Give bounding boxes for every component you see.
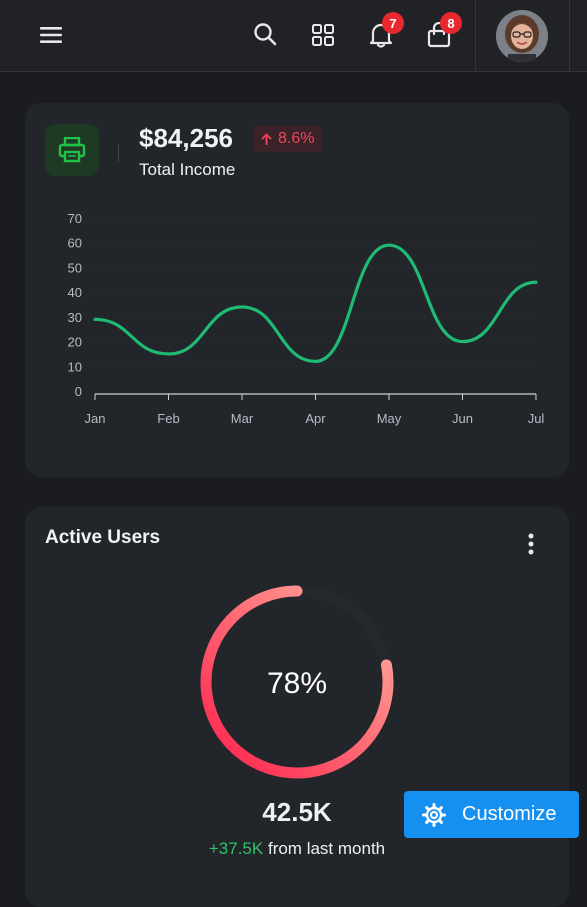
y-tick-label: 30 <box>68 310 82 325</box>
y-tick-label: 20 <box>68 335 82 350</box>
income-label: Total Income <box>139 160 236 179</box>
active-users-delta: +37.5K <box>208 839 264 858</box>
hamburger-icon <box>40 27 62 43</box>
cart-badge: 8 <box>440 12 462 34</box>
apps-button[interactable] <box>308 20 338 50</box>
active-users-delta-suffix: from last month <box>267 839 386 858</box>
y-tick-label: 60 <box>68 236 82 251</box>
x-tick-label: Jul <box>528 411 545 426</box>
x-tick-label: Apr <box>305 411 326 426</box>
x-tick-label: Mar <box>231 411 254 426</box>
income-line-chart: 0 10 20 30 40 50 60 70 Jan Feb Mar Apr May Jun Jul <box>68 211 545 426</box>
income-value: $84,256 <box>139 123 233 153</box>
active-users-total: 42.5K <box>262 797 332 827</box>
income-change-value: 8.6% <box>278 130 315 147</box>
y-tick-label: 40 <box>68 285 82 300</box>
y-tick-label: 70 <box>68 211 82 226</box>
kebab-menu-icon <box>528 533 534 555</box>
income-change-badge: 8.6% <box>253 126 323 152</box>
y-tick-label: 0 <box>75 384 82 399</box>
profile-photo <box>496 10 548 62</box>
avatar[interactable] <box>496 10 548 62</box>
income-separator <box>118 144 119 162</box>
x-tick-label: Jan <box>85 411 106 426</box>
active-users-delta-line: +37.5K from last month <box>25 839 569 859</box>
active-users-card: Active Users 78% 42.5K +37.5K from last … <box>25 507 569 907</box>
y-tick-label: 10 <box>68 359 82 374</box>
menu-button[interactable] <box>36 20 66 50</box>
y-tick-label: 50 <box>68 260 82 275</box>
search-icon <box>254 23 277 46</box>
donut-progress-arc <box>200 585 394 779</box>
more-options-button[interactable] <box>521 533 541 555</box>
donut-percent-label: 78% <box>267 667 327 700</box>
topbar-divider-right <box>569 0 570 72</box>
notifications-badge: 7 <box>382 12 404 34</box>
x-tick-label: Jun <box>452 411 473 426</box>
customize-label: Customize <box>462 803 557 825</box>
printer-icon <box>58 137 86 163</box>
search-button[interactable] <box>250 19 280 49</box>
active-users-title: Active Users <box>45 527 161 548</box>
gear-icon <box>422 802 446 827</box>
grid-icon <box>312 24 334 46</box>
income-series-line <box>93 243 538 363</box>
customize-button[interactable]: Customize <box>404 791 579 838</box>
top-bar: 7 8 <box>0 0 587 72</box>
x-tick-label: Feb <box>157 411 179 426</box>
topbar-divider <box>475 0 476 72</box>
income-icon-tile <box>45 124 99 176</box>
x-tick-label: May <box>377 411 402 426</box>
active-users-donut: 78% <box>200 585 394 779</box>
arrow-up-icon <box>261 132 272 145</box>
income-card: $84,256 8.6% Total Income 0 10 20 30 40 50 60 7… <box>25 103 569 477</box>
